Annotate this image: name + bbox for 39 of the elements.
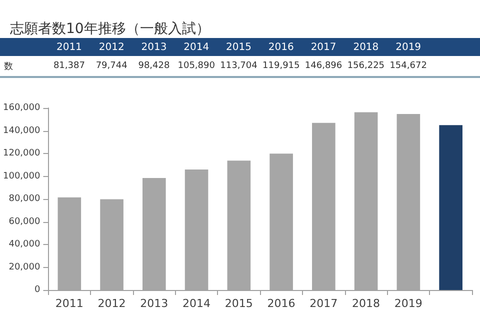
x-tick-label: 2014 bbox=[182, 297, 211, 310]
data-label: 156,225 bbox=[346, 61, 386, 71]
y-tick-label: 80,000 bbox=[8, 194, 40, 204]
data-label: 119,915 bbox=[262, 61, 301, 71]
bar bbox=[439, 125, 462, 290]
data-label: 81,387 bbox=[52, 61, 86, 71]
category-label: 2015 bbox=[226, 42, 252, 52]
data-label: 79,744 bbox=[94, 61, 128, 71]
x-tick-label: 2015 bbox=[224, 297, 253, 310]
y-tick-label: 140,000 bbox=[3, 126, 40, 136]
y-tick-label: 0 bbox=[34, 285, 40, 295]
category-label: 2013 bbox=[141, 42, 167, 52]
category-label: 2019 bbox=[396, 42, 422, 52]
data-label: 154,672 bbox=[388, 61, 428, 71]
data-label: 105,890 bbox=[176, 61, 216, 71]
x-tick-label: 2013 bbox=[140, 297, 168, 310]
y-tick-label: 160,000 bbox=[3, 103, 40, 113]
category-label: 2014 bbox=[184, 42, 210, 52]
category-label: 2017 bbox=[310, 42, 336, 52]
x-tick-label: 2018 bbox=[352, 297, 380, 310]
y-tick-label: 100,000 bbox=[3, 171, 40, 182]
x-tick-label: 2016 bbox=[267, 297, 296, 310]
x-tick-label: 2012 bbox=[98, 297, 126, 310]
data-label: 146,896 bbox=[304, 61, 344, 71]
y-tick-label: 60,000 bbox=[8, 216, 40, 227]
text: 数 bbox=[4, 62, 13, 72]
y-tick-label: 120,000 bbox=[3, 148, 40, 158]
category-label: 2011 bbox=[56, 42, 82, 52]
y-tick-label: 20,000 bbox=[8, 262, 40, 272]
x-tick-label: 2019 bbox=[394, 297, 422, 310]
category-label: 2018 bbox=[353, 42, 379, 52]
category-label: 2016 bbox=[268, 42, 294, 52]
data-label: 98,428 bbox=[137, 61, 171, 71]
data-label: 113,704 bbox=[219, 61, 258, 71]
x-tick-label: 2017 bbox=[310, 297, 338, 310]
category-label: 2012 bbox=[98, 42, 124, 52]
chart-title: 志願者数10年推移（一般入試） bbox=[9, 20, 211, 38]
x-tick-label: 2011 bbox=[55, 297, 84, 310]
y-tick-label: 40,000 bbox=[8, 240, 40, 250]
